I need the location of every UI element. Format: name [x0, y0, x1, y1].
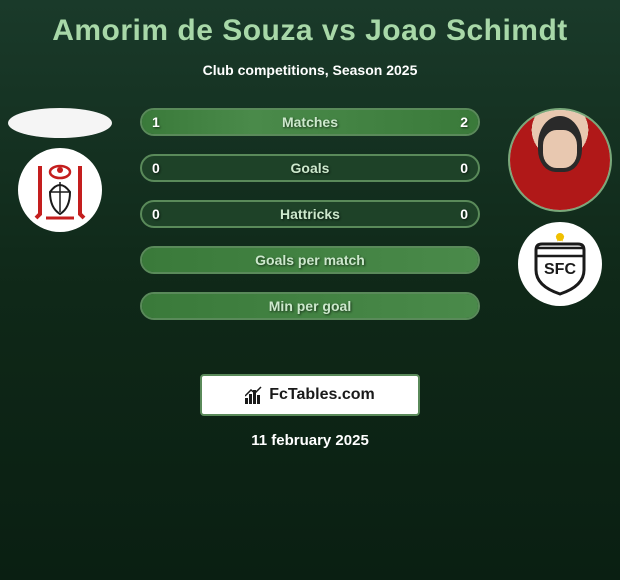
page-subtitle: Club competitions, Season 2025 — [0, 62, 620, 78]
player-left-club-badge — [18, 148, 102, 232]
stat-value-left: 1 — [152, 114, 160, 130]
branding-box[interactable]: FcTables.com — [200, 374, 420, 416]
player-left-column — [8, 108, 112, 232]
date-text: 11 february 2025 — [0, 432, 620, 449]
stat-value-right: 0 — [460, 160, 468, 176]
stat-row: 0 0 Goals — [140, 154, 480, 182]
page-title: Amorim de Souza vs Joao Schimdt — [0, 14, 620, 48]
stat-row: Min per goal — [140, 292, 480, 320]
stat-value-right: 0 — [460, 206, 468, 222]
main-area: SFC 1 2 Matches 0 0 Goals 0 0 Hattricks Goals per… — [0, 108, 620, 358]
stat-label: Min per goal — [269, 298, 351, 314]
stat-value-left: 0 — [152, 206, 160, 222]
player-right-club-badge: SFC — [518, 222, 602, 306]
branding-text: FcTables.com — [269, 386, 375, 404]
player-left-photo — [8, 108, 112, 138]
santos-crest-icon: SFC — [518, 222, 602, 306]
stat-label: Matches — [282, 114, 338, 130]
stat-label: Goals per match — [255, 252, 365, 268]
svg-text:SFC: SFC — [544, 261, 576, 278]
player-right-column: SFC — [508, 108, 612, 306]
stat-value-left: 0 — [152, 160, 160, 176]
player-right-photo — [508, 108, 612, 212]
stat-row: Goals per match — [140, 246, 480, 274]
stat-label: Hattricks — [280, 206, 340, 222]
bar-chart-icon — [245, 386, 265, 404]
stat-row: 1 2 Matches — [140, 108, 480, 136]
stat-label: Goals — [291, 160, 330, 176]
comparison-card: Amorim de Souza vs Joao Schimdt Club com… — [0, 0, 620, 459]
stat-row: 0 0 Hattricks — [140, 200, 480, 228]
stat-value-right: 2 — [460, 114, 468, 130]
corinthians-crest-icon — [18, 148, 102, 232]
stats-bars: 1 2 Matches 0 0 Goals 0 0 Hattricks Goals per mat… — [140, 108, 480, 338]
